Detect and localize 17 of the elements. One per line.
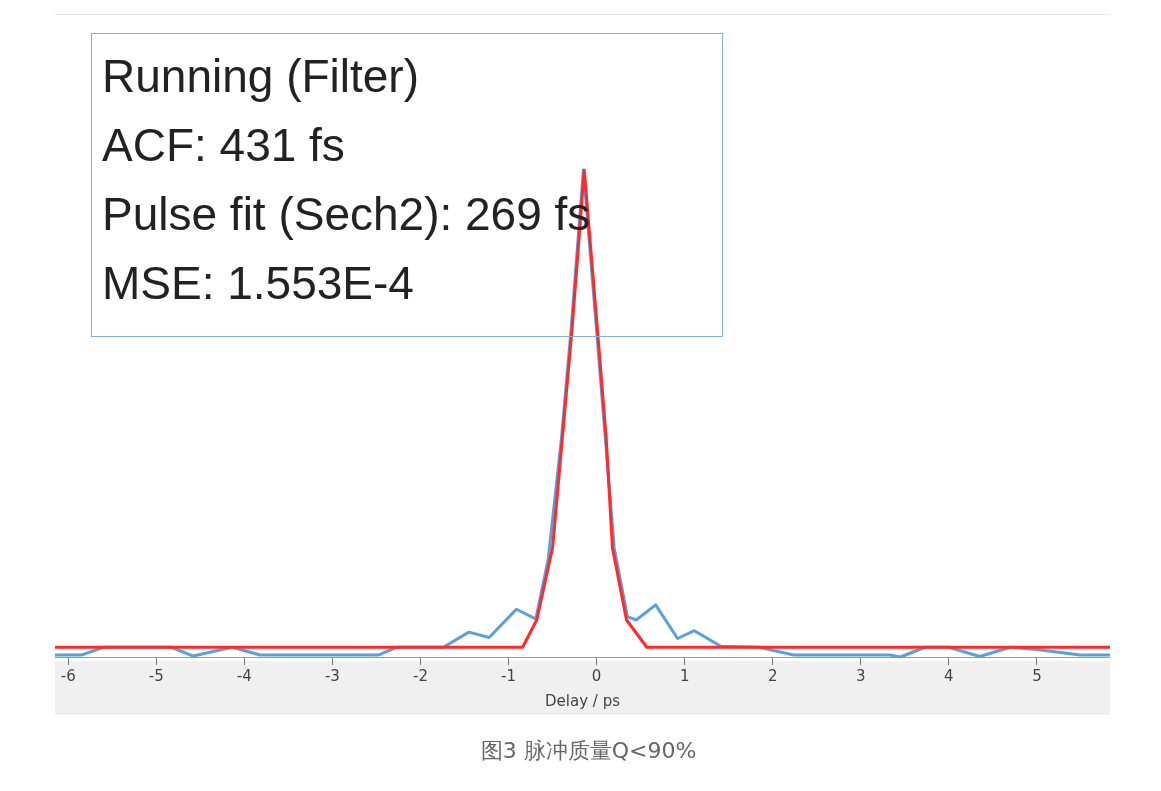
x-tick-label: 4 <box>944 666 954 685</box>
x-tick-label: -2 <box>412 666 428 685</box>
caption: 图3 脉冲质量Q<90% <box>479 737 698 765</box>
annotation: ACF: 431 fs <box>102 118 346 173</box>
x-tick-label: -1 <box>501 666 517 685</box>
x-tick-label: 5 <box>1032 666 1042 685</box>
x-tick-label: -4 <box>236 666 252 685</box>
x-tick-label: -3 <box>324 666 340 685</box>
annotation: MSE: 1.553E-4 <box>102 256 415 311</box>
text: Running (Filter) <box>102 49 420 104</box>
x-tick-label: 3 <box>856 666 866 685</box>
x-tick-label: 2 <box>767 666 778 685</box>
x-tick-label: -6 <box>60 666 76 685</box>
x-axis-title: Delay / ps <box>545 691 621 710</box>
x-tick-label: -5 <box>148 666 164 685</box>
x-tick-label: 1 <box>679 666 690 685</box>
x-tick-label: 0 <box>591 666 602 685</box>
